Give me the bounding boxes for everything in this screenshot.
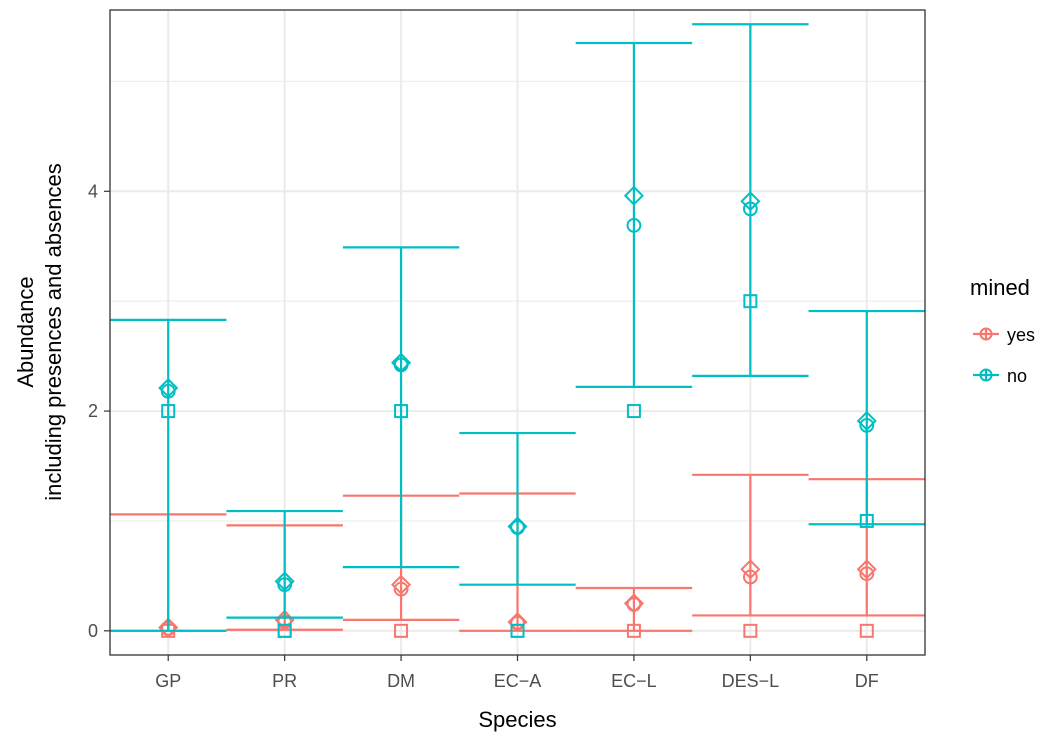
y-tick-label: 2 [88,401,98,421]
circle-point [626,217,642,233]
diamond-point [507,516,528,537]
legend-key-circle [979,327,993,341]
x-tick-label: EC−L [611,671,657,691]
diamond-point [623,593,644,614]
circle-point [859,566,875,582]
diamond-point [856,559,877,580]
circle-point [859,417,875,433]
square-point [394,623,409,638]
circle-point [742,569,758,585]
square-point [859,623,874,638]
diamond-point [391,352,412,373]
diamond-point [623,185,644,206]
x-tick-label: DES−L [722,671,780,691]
x-tick-label: GP [155,671,181,691]
diamond-point [856,410,877,431]
y-tick-label: 4 [88,181,98,201]
square-point [161,404,176,419]
legend-label-no: no [1007,366,1027,386]
square-point [394,404,409,419]
y-axis-title-line1: Abundance [13,276,38,387]
diamond-point [391,574,412,595]
legend-key-no [973,368,999,382]
square-point [510,623,525,638]
legend-title: mined [970,275,1030,300]
series-no [110,23,925,638]
square-point [743,294,758,309]
diamond-point [274,571,295,592]
y-axis-title-line2: including presences and absences [41,163,66,501]
legend: mined yes no [970,275,1035,386]
diamond-point [507,611,528,633]
x-axis-title: Species [478,707,556,732]
y-axis: 0 2 4 [88,181,110,641]
diamond-point [740,191,761,212]
legend-key-circle [979,368,993,382]
data-layer [110,23,925,638]
legend-label-yes: yes [1007,325,1035,345]
square-point [277,623,292,638]
x-tick-label: EC−A [494,671,542,691]
square-point [626,404,641,419]
x-tick-label: PR [272,671,297,691]
legend-keys [973,327,999,382]
square-point [743,623,758,638]
legend-key-yes [973,327,999,341]
y-tick-label: 0 [88,621,98,641]
diamond-point [158,377,179,399]
square-point [859,513,874,528]
square-point [626,623,641,638]
circle-point [393,581,409,597]
x-axis: GP PR DM EC−A EC−L DES−L DF [155,655,879,691]
x-tick-label: DF [855,671,879,691]
circle-point [742,201,758,217]
diamond-point [740,559,761,580]
x-tick-label: DM [387,671,415,691]
